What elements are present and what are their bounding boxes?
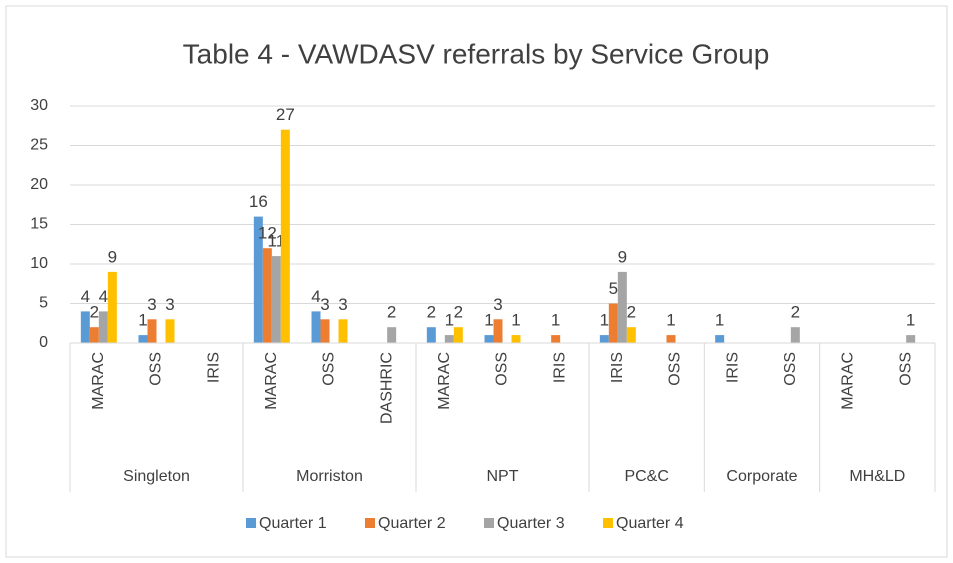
bar [280,129,290,343]
x-tick-label: IRIS [551,352,568,383]
legend-swatch [365,518,375,528]
bar [253,216,263,343]
y-tick-label: 25 [30,137,48,154]
x-tick-label: OSS [148,352,165,386]
bar [511,335,521,343]
group-label: MH&LD [849,468,905,485]
x-tick-label: IRIS [609,352,626,383]
legend-swatch [484,518,494,528]
data-label: 16 [249,192,268,211]
data-label: 1 [551,311,560,330]
bar [262,248,272,343]
bar [387,327,397,343]
group-label: NPT [487,468,519,485]
data-label: 9 [108,247,117,266]
bar [626,327,636,343]
bar [98,311,108,343]
data-label: 2 [791,303,800,322]
x-tick-label: IRIS [205,352,222,383]
data-label: 1 [600,311,609,330]
data-label: 3 [147,295,156,314]
data-label: 11 [268,232,286,251]
x-tick-label: IRIS [724,352,741,383]
group-label: Singleton [123,468,190,485]
bar [271,256,281,343]
bar [89,327,99,343]
data-label: 27 [276,105,295,124]
data-label: 3 [493,295,502,314]
data-label: 12 [258,224,277,243]
data-label: 3 [338,295,347,314]
data-label: 1 [715,311,724,330]
bar [311,311,321,343]
data-label: 2 [454,303,463,322]
chart-border [5,5,948,558]
bar [444,335,454,343]
bar [493,319,503,343]
x-tick-label: OSS [494,352,511,386]
bar [320,319,330,343]
x-tick-label: OSS [321,352,338,386]
y-tick-label: 20 [30,176,48,193]
legend-label: Quarter 1 [259,515,327,532]
bar [147,319,157,343]
data-label: 1 [906,311,915,330]
group-label: Corporate [726,468,797,485]
y-tick-label: 10 [30,255,48,272]
legend-swatch [603,518,613,528]
bar [80,311,90,343]
data-label: 1 [666,311,675,330]
bar [338,319,348,343]
x-tick-label: OSS [897,352,914,386]
data-label: 9 [618,247,627,266]
data-label: 4 [99,287,108,306]
bar [715,335,725,343]
bar [790,327,800,343]
x-tick-label: MARAC [436,352,453,410]
x-tick-label: OSS [667,352,684,386]
bar [608,303,618,343]
bar [138,335,148,343]
group-label: PC&C [624,468,668,485]
data-label: 4 [81,287,90,306]
x-tick-label: MARAC [90,352,107,410]
chart-title: Table 4 - VAWDASV referrals by Service G… [183,38,770,69]
legend-swatch [246,518,256,528]
data-label: 2 [90,303,99,322]
data-label: 5 [609,279,618,298]
data-label: 1 [138,311,147,330]
data-label: 2 [387,303,396,322]
bar [484,335,494,343]
data-label: 3 [165,295,174,314]
bar [107,271,117,343]
data-label: 1 [511,311,520,330]
data-label: 1 [445,311,454,330]
y-tick-label: 5 [39,295,48,312]
bar [599,335,609,343]
data-label: 3 [320,295,329,314]
bar [666,335,676,343]
data-label: 4 [311,287,320,306]
x-tick-label: MARAC [840,352,857,410]
x-tick-label: MARAC [263,352,280,410]
bar [426,327,436,343]
legend-label: Quarter 3 [497,515,565,532]
bar [906,335,916,343]
bar [551,335,561,343]
data-label: 2 [627,303,636,322]
legend-label: Quarter 2 [378,515,446,532]
y-tick-label: 30 [30,97,48,114]
data-label: 1 [484,311,493,330]
bar [617,271,627,343]
x-tick-label: DASHRIC [378,352,395,424]
y-tick-label: 0 [39,334,48,351]
x-tick-label: OSS [782,352,799,386]
data-label: 2 [427,303,436,322]
bar [453,327,463,343]
bar [165,319,175,343]
legend-label: Quarter 4 [616,515,684,532]
y-tick-label: 15 [30,216,48,233]
group-label: Morriston [296,468,363,485]
